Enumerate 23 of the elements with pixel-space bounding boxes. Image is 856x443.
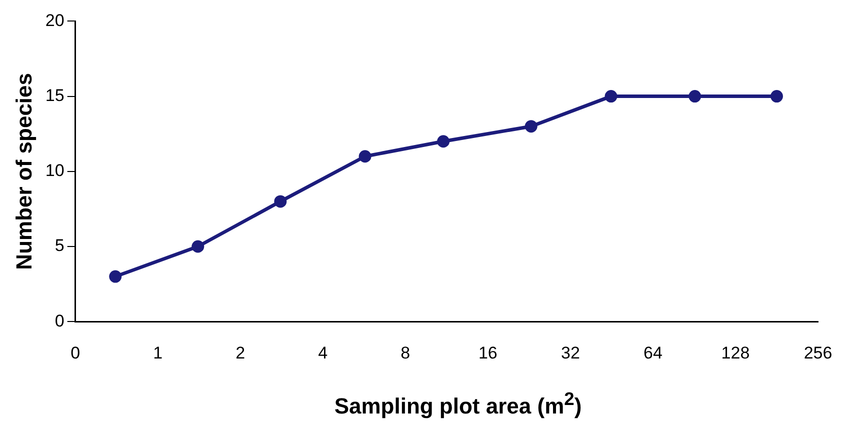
point xyxy=(109,270,122,283)
x-tick-label: 128 xyxy=(721,343,750,362)
y-tick-label: 5 xyxy=(54,236,64,256)
x-tick-label: 2 xyxy=(236,343,246,362)
x-tick-label: 64 xyxy=(643,343,662,362)
point xyxy=(274,195,287,208)
y-tick-label: 20 xyxy=(45,10,64,30)
x-axis-title: Sampling plot area (m$^{2}$) xyxy=(333,388,583,420)
y-tick-label: 15 xyxy=(45,86,64,105)
x-tick-label: 8 xyxy=(400,343,410,362)
point xyxy=(770,90,783,103)
x-tick-label: 0 xyxy=(70,343,80,362)
x-tick-label: 1 xyxy=(153,343,163,362)
x-tick-label: 16 xyxy=(478,343,498,362)
point xyxy=(688,90,702,103)
y-axis-title: Number of species xyxy=(11,72,36,270)
x-tick-label: 32 xyxy=(560,343,580,362)
x-tick-label: 256 xyxy=(804,343,832,362)
point xyxy=(192,240,204,253)
y-tick-label: 0 xyxy=(54,311,64,330)
x-tick-label: 4 xyxy=(318,343,328,362)
point xyxy=(604,90,618,103)
y-tick-label: 10 xyxy=(45,161,64,180)
